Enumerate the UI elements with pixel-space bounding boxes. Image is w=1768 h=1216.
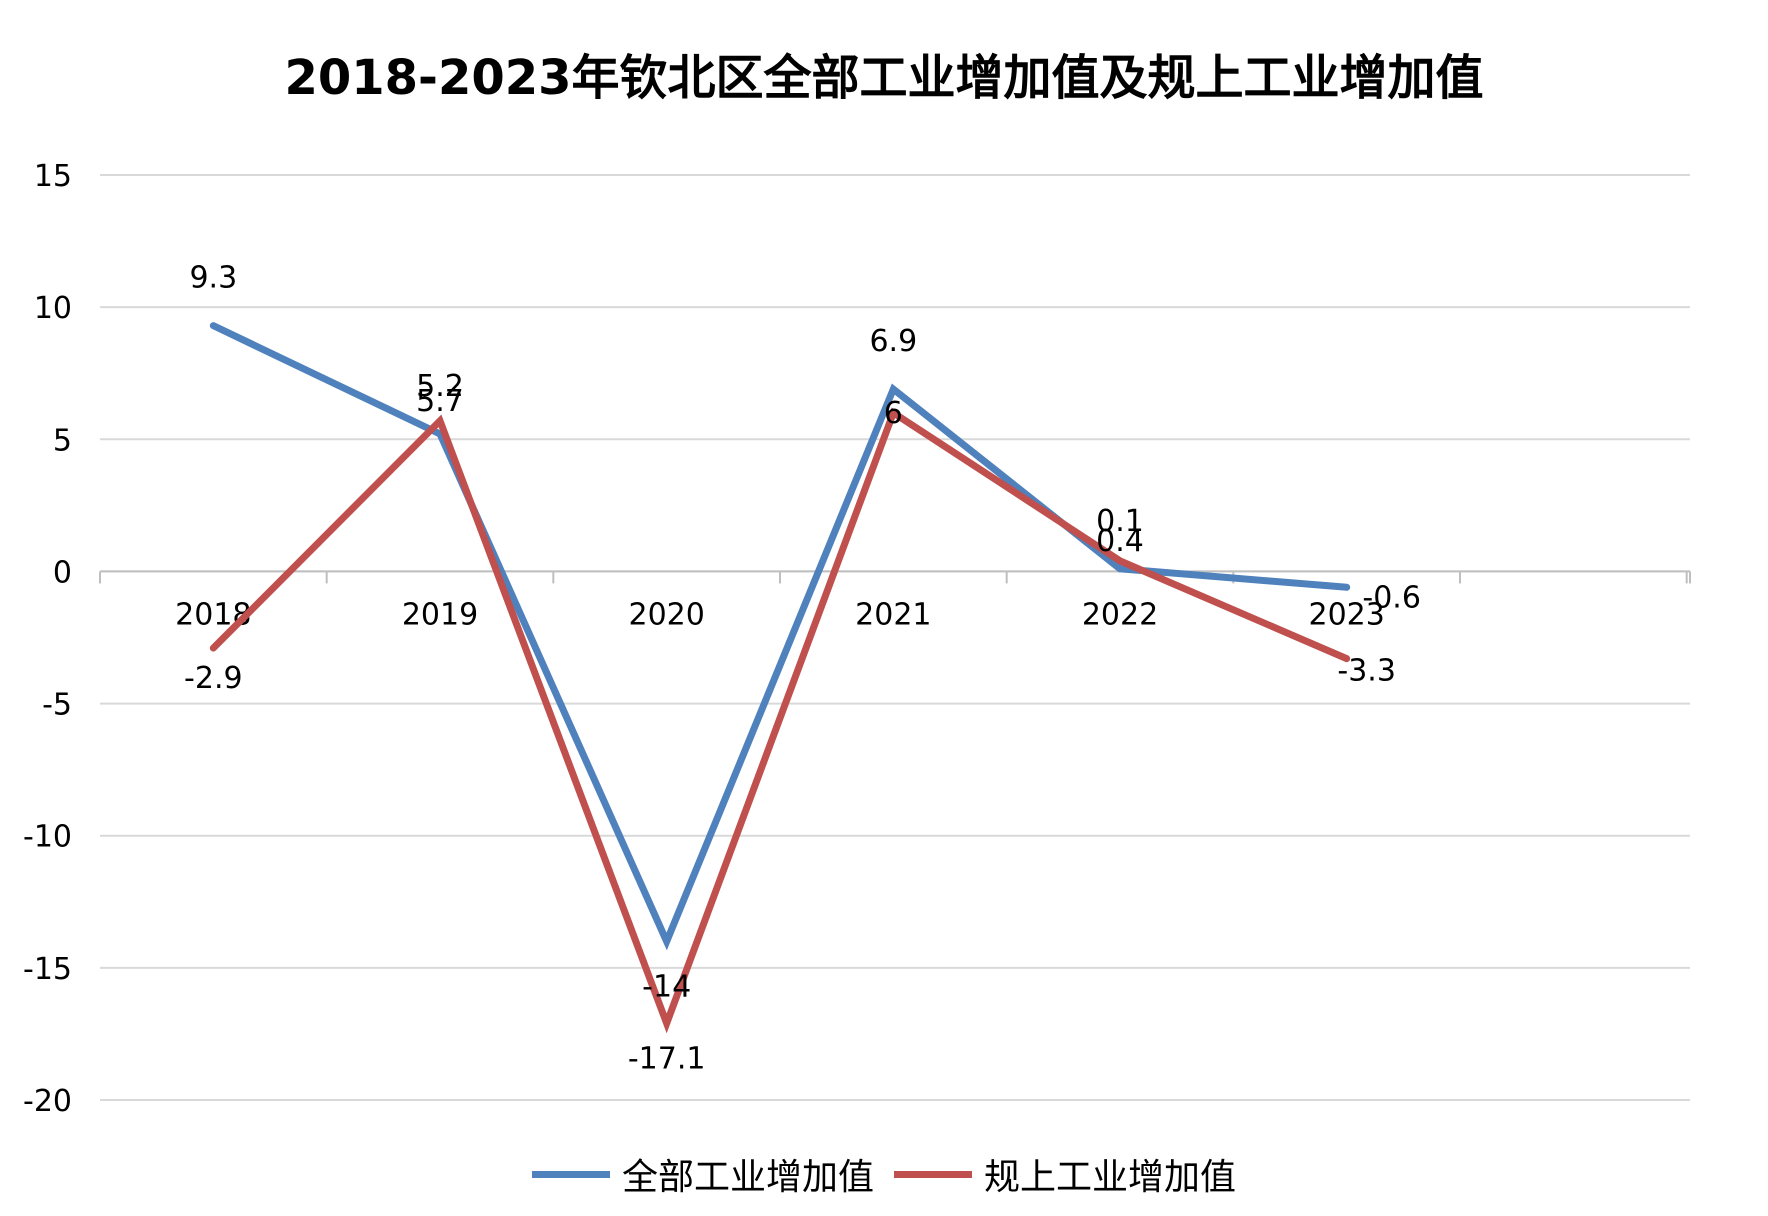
y-tick-label: -5 — [42, 688, 72, 723]
data-label-series-2: -17.1 — [628, 1041, 706, 1076]
data-label-series-1: 5.2 — [416, 369, 464, 404]
legend-item-series-1: 全部工业增加值 — [531, 1148, 874, 1200]
chart-title: 2018-2023年钦北区全部工业增加值及规上工业增加值 — [284, 50, 1484, 106]
legend: 全部工业增加值 规上工业增加值 — [0, 1148, 1768, 1200]
legend-swatch-series-1 — [531, 1170, 610, 1178]
data-label-series-1: 6.9 — [869, 324, 917, 359]
y-tick-label: -10 — [23, 820, 72, 855]
data-label-series-1: -0.6 — [1362, 580, 1421, 615]
x-tick-label: 2020 — [628, 597, 704, 632]
x-tick-label: 2023 — [1308, 597, 1384, 632]
series-line-1 — [209, 322, 1351, 951]
data-label-series-1: 9.3 — [189, 261, 237, 296]
y-tick-label: -20 — [23, 1084, 72, 1119]
legend-label-series-2: 规上工业增加值 — [984, 1157, 1237, 1198]
data-label-series-1: 0.1 — [1096, 504, 1144, 539]
y-tick-label: 15 — [34, 159, 72, 194]
x-tick-label: 2018 — [175, 597, 251, 632]
legend-item-series-2: 规上工业增加值 — [894, 1148, 1236, 1200]
x-tick-label: 2019 — [402, 597, 478, 632]
y-tick-label: 10 — [34, 291, 72, 326]
x-tick-label: 2022 — [1082, 597, 1158, 632]
data-label-series-2: 0.4 — [1096, 524, 1144, 559]
series-line-2 — [209, 407, 1351, 1034]
y-tick-label: 5 — [53, 423, 72, 458]
data-label-series-2: -2.9 — [184, 661, 243, 696]
data-label-series-2: -3.3 — [1337, 654, 1396, 689]
data-label-series-2: 6 — [884, 396, 903, 431]
y-tick-label: -15 — [23, 952, 72, 987]
legend-swatch-series-2 — [894, 1170, 972, 1178]
x-tick-label: 2021 — [855, 597, 931, 632]
data-label-series-1: -14 — [642, 969, 691, 1004]
data-label-series-2: 5.7 — [416, 384, 464, 419]
legend-label-series-1: 全部工业增加值 — [621, 1157, 874, 1198]
y-tick-label: 0 — [53, 555, 72, 590]
